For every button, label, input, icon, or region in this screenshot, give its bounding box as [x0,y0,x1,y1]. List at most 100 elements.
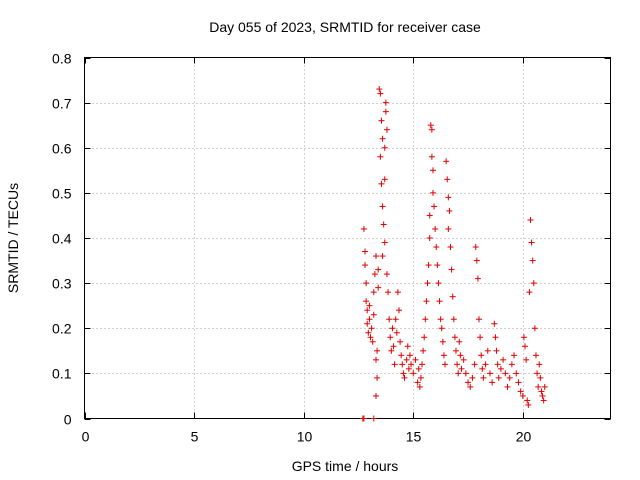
data-point [446,207,453,214]
data-point [504,383,511,390]
data-point [469,374,476,381]
data-point [439,338,446,345]
data-point [391,361,398,368]
data-point [451,334,458,341]
data-point [489,379,496,386]
data-point [454,361,461,368]
data-point [426,212,433,219]
data-point [531,325,538,332]
data-point [374,347,381,354]
data-point [519,392,526,399]
data-point [434,262,441,269]
data-point [445,194,452,201]
data-point [432,225,439,232]
data-points [359,86,548,422]
data-point [427,122,434,129]
data-point [372,392,379,399]
data-point [443,158,450,165]
data-point [371,271,378,278]
data-point [420,347,427,354]
data-point [380,221,387,228]
data-point [369,338,376,345]
data-point [541,383,548,390]
data-point [363,298,370,305]
data-point [535,383,542,390]
data-point [403,356,410,363]
data-point [375,266,382,273]
data-point [372,356,379,363]
data-point [378,117,385,124]
y-tick-label: 0.4 [52,231,72,247]
data-point [429,167,436,174]
data-point [438,325,445,332]
data-point [410,370,417,377]
data-point [383,126,390,133]
data-point [363,280,370,287]
data-point [433,244,440,251]
data-point [452,347,459,354]
data-point [493,347,500,354]
plot-frame [84,57,611,419]
data-point [388,347,395,354]
data-point [428,126,435,133]
data-point [389,325,396,332]
data-point [537,374,544,381]
data-point [381,144,388,151]
data-point [377,153,384,160]
x-tick-label: 5 [191,429,199,445]
data-point [375,284,382,291]
data-point [484,347,491,354]
data-point [523,356,530,363]
data-point [368,325,375,332]
data-point [372,253,379,260]
data-point [473,257,480,264]
data-point [374,374,381,381]
data-point [460,356,467,363]
data-point [528,239,535,246]
data-point [478,352,485,359]
data-point [530,280,537,287]
data-point [397,338,404,345]
data-point [377,90,384,97]
data-point [508,361,515,368]
grid-lines [84,57,611,419]
data-point [449,293,456,300]
data-point [435,280,442,287]
data-point [520,334,527,341]
y-tick-label: 0.1 [52,366,72,382]
data-point [522,343,529,350]
data-point [471,361,478,368]
x-tick-label: 0 [82,429,90,445]
y-tick-label: 0.5 [52,186,72,202]
data-point [502,370,509,377]
y-tick-label: 0.2 [52,321,72,337]
data-point [529,257,536,264]
data-point [455,370,462,377]
data-point [367,334,374,341]
data-point [445,225,452,232]
data-point [362,262,369,269]
data-point [386,316,393,323]
x-tick-label: 15 [406,429,422,445]
data-point [362,248,369,255]
x-tick-label: 20 [516,429,532,445]
data-point [532,352,539,359]
data-point [381,176,388,183]
data-point [401,374,408,381]
data-point [506,374,513,381]
data-point [405,365,412,372]
data-point [406,352,413,359]
data-point [383,271,390,278]
data-point [408,361,415,368]
data-point [472,244,479,251]
data-point [515,379,522,386]
data-point [480,374,487,381]
data-point [364,320,371,327]
data-point [436,298,443,305]
data-point [495,374,502,381]
axis-ticks: 0 5 10 15 20 0 0.1 0.2 0.3 0.4 0.5 0.6 0.7 0.8 [52,51,611,445]
data-point [450,316,457,323]
data-point [526,289,533,296]
data-point [387,334,394,341]
